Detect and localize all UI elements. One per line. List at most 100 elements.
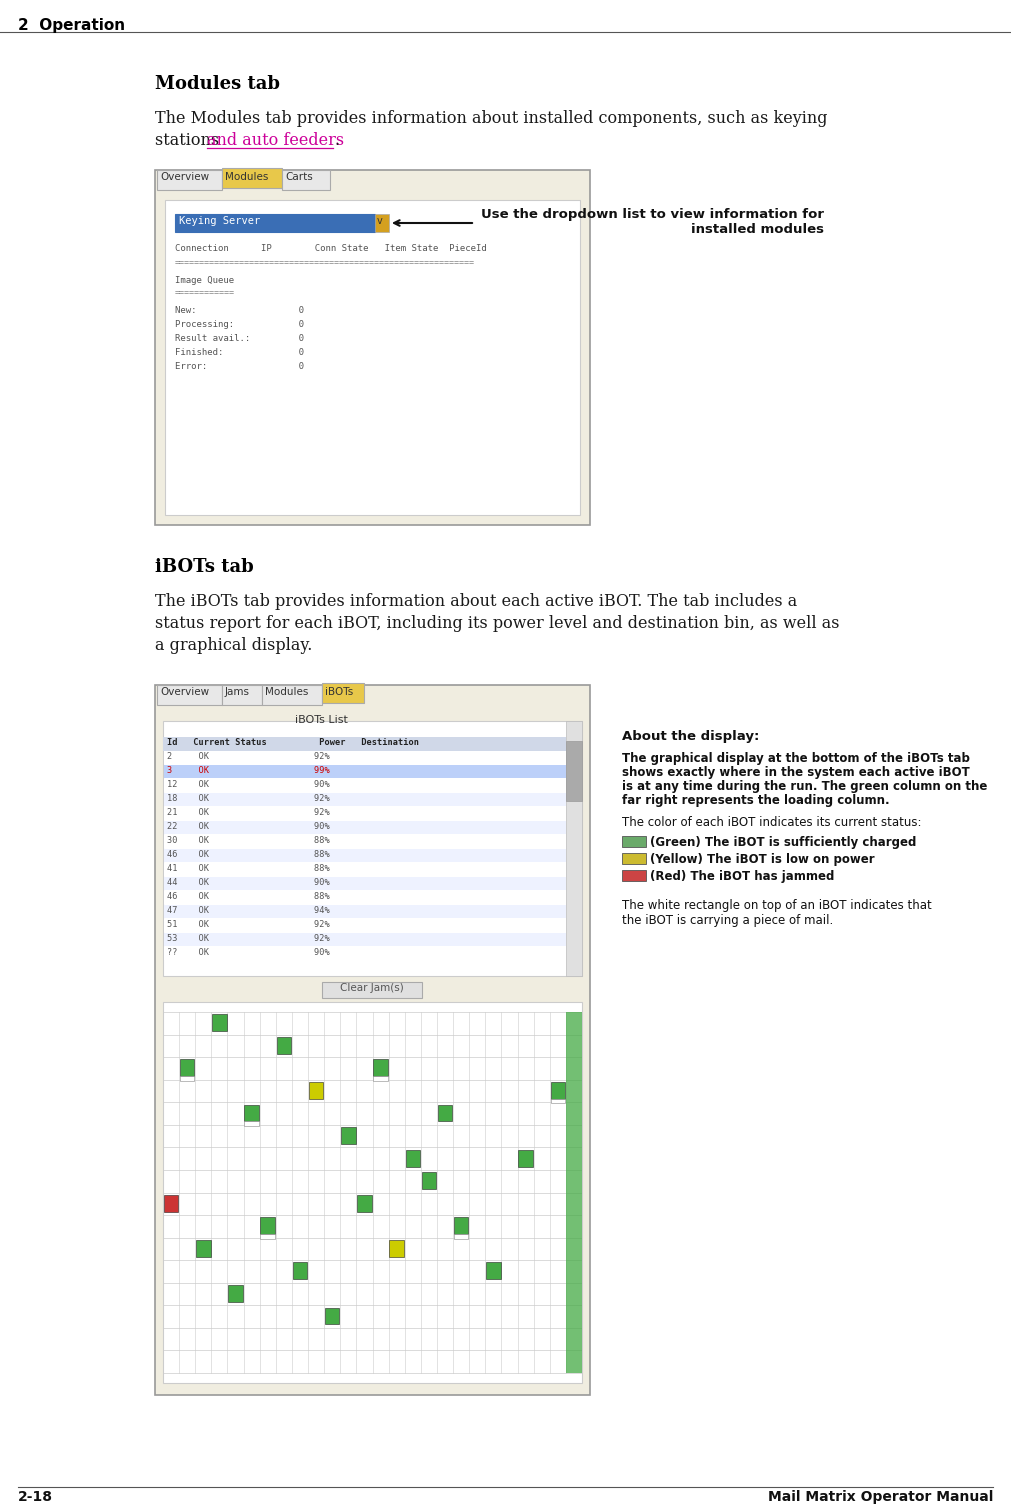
Text: Overview: Overview [160, 687, 209, 696]
Bar [293, 1262, 307, 1280]
Bar [164, 877, 566, 890]
Text: 46    OK                    88%: 46 OK 88% [167, 850, 330, 859]
Bar [321, 683, 364, 702]
Bar [551, 1081, 565, 1099]
Bar [164, 835, 566, 848]
Bar [375, 214, 389, 232]
Bar [196, 1239, 210, 1257]
Text: Modules tab: Modules tab [155, 75, 280, 93]
Bar [422, 1172, 436, 1190]
Bar [282, 170, 330, 190]
Bar [405, 1149, 420, 1167]
Bar [357, 1194, 372, 1212]
Text: Overview: Overview [160, 171, 209, 182]
Text: The Modules tab provides information about installed components, such as keying: The Modules tab provides information abo… [155, 110, 827, 126]
Bar [566, 720, 582, 976]
Bar [163, 720, 582, 976]
Bar [164, 905, 566, 917]
Bar [551, 1099, 565, 1104]
Text: 44    OK                    90%: 44 OK 90% [167, 878, 330, 887]
Text: Result avail.:         0: Result avail.: 0 [175, 334, 304, 343]
Bar [245, 1122, 259, 1126]
Text: 2-18: 2-18 [18, 1490, 53, 1504]
Bar [164, 808, 566, 820]
Text: is at any time during the run. The green column on the: is at any time during the run. The green… [622, 781, 988, 793]
Text: the iBOT is carrying a piece of mail.: the iBOT is carrying a piece of mail. [622, 914, 833, 926]
Bar [622, 836, 646, 847]
Bar [373, 1059, 388, 1077]
Bar [486, 1262, 500, 1280]
Bar [622, 869, 646, 881]
Text: New:                   0: New: 0 [175, 305, 304, 314]
Bar [157, 684, 222, 705]
Text: far right represents the loading column.: far right represents the loading column. [622, 794, 890, 808]
Text: 22    OK                    90%: 22 OK 90% [167, 823, 330, 832]
Bar [164, 948, 566, 960]
Text: ============================================================: ========================================… [175, 259, 475, 268]
Text: .: . [334, 132, 339, 149]
Text: Clear Jam(s): Clear Jam(s) [340, 984, 403, 993]
Text: 2     OK                    92%: 2 OK 92% [167, 752, 330, 761]
Bar [165, 200, 580, 514]
Text: ============: ============ [175, 287, 235, 296]
Text: Finished:              0: Finished: 0 [175, 347, 304, 356]
Text: Id   Current Status          Power   Destination: Id Current Status Power Destination [167, 738, 419, 747]
Text: Modules: Modules [265, 687, 308, 696]
Text: About the display:: About the display: [622, 729, 759, 743]
Text: Jams: Jams [225, 687, 250, 696]
Bar [180, 1077, 194, 1081]
Text: The color of each iBOT indicates its current status:: The color of each iBOT indicates its cur… [622, 817, 921, 829]
Text: 18    OK                    92%: 18 OK 92% [167, 794, 330, 803]
Text: 47    OK                    94%: 47 OK 94% [167, 905, 330, 914]
Bar [566, 741, 582, 802]
Bar [277, 1036, 291, 1054]
Text: Mail Matrix Operator Manual: Mail Matrix Operator Manual [767, 1490, 993, 1504]
Bar [164, 750, 566, 764]
Text: 41    OK                    88%: 41 OK 88% [167, 863, 330, 872]
Text: a graphical display.: a graphical display. [155, 638, 312, 654]
Text: 46    OK                    88%: 46 OK 88% [167, 892, 330, 901]
Text: Image Queue: Image Queue [175, 277, 235, 284]
Text: iBOTs tab: iBOTs tab [155, 558, 254, 576]
Bar [519, 1149, 533, 1167]
Bar [180, 1059, 194, 1077]
Text: Modules: Modules [225, 171, 268, 182]
Bar [261, 1235, 275, 1239]
Text: 2  Operation: 2 Operation [18, 18, 125, 33]
Text: (Green) The iBOT is sufficiently charged: (Green) The iBOT is sufficiently charged [650, 836, 916, 848]
Text: (Red) The iBOT has jammed: (Red) The iBOT has jammed [650, 869, 834, 883]
Text: status report for each iBOT, including its power level and destination bin, as w: status report for each iBOT, including i… [155, 615, 839, 632]
Bar [155, 170, 590, 525]
Bar [622, 853, 646, 863]
Text: shows exactly where in the system each active iBOT: shows exactly where in the system each a… [622, 766, 970, 779]
Text: 51    OK                    92%: 51 OK 92% [167, 920, 330, 929]
Bar [566, 1012, 582, 1373]
Bar [164, 1194, 178, 1212]
Bar [163, 737, 566, 750]
Bar [222, 684, 262, 705]
Text: The white rectangle on top of an iBOT indicates that: The white rectangle on top of an iBOT in… [622, 899, 932, 911]
Bar [228, 1284, 243, 1302]
Bar [212, 1014, 226, 1032]
Bar [325, 1307, 340, 1325]
Bar [157, 170, 222, 190]
Text: iBOTs List: iBOTs List [295, 714, 348, 725]
Text: ??    OK                    90%: ?? OK 90% [167, 948, 330, 957]
Bar [164, 793, 566, 806]
Text: Use the dropdown list to view information for
installed modules: Use the dropdown list to view informatio… [481, 208, 824, 236]
Bar [389, 1239, 404, 1257]
Bar [454, 1235, 468, 1239]
Text: Error:                 0: Error: 0 [175, 362, 304, 371]
Bar [245, 1104, 259, 1122]
Bar [164, 863, 566, 875]
Text: 12    OK                    90%: 12 OK 90% [167, 781, 330, 790]
Bar [164, 766, 566, 778]
Text: Keying Server: Keying Server [179, 217, 260, 226]
Text: 21    OK                    92%: 21 OK 92% [167, 808, 330, 817]
Bar [164, 932, 566, 946]
Bar [164, 919, 566, 932]
Bar [321, 982, 422, 999]
Text: Connection      IP        Conn State   Item State  PieceId: Connection IP Conn State Item State Piec… [175, 244, 486, 253]
Text: v: v [377, 217, 383, 226]
Text: Processing:            0: Processing: 0 [175, 320, 304, 329]
